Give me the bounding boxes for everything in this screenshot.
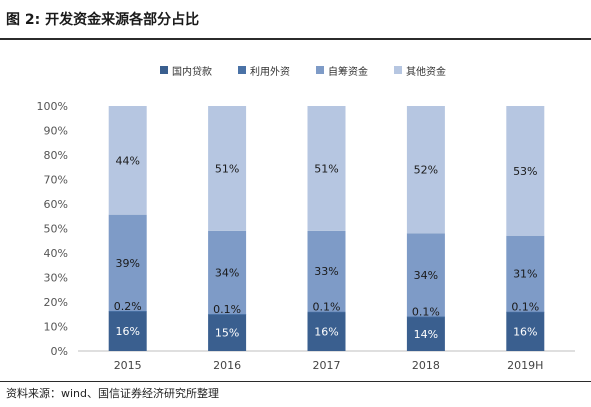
legend-label: 国内贷款 (172, 66, 212, 78)
bar-segment-2 (208, 230, 247, 315)
data-label: 0.2% (114, 300, 142, 313)
chart-legend: 国内贷款 利用外资 自筹资金 其他资金 (0, 60, 591, 80)
x-tick-label: 2015 (114, 359, 142, 372)
bar-segment-0 (108, 311, 147, 351)
legend-item-3: 其他资金 (394, 60, 446, 80)
y-tick-label: 50% (44, 223, 68, 236)
top-rule (0, 38, 591, 40)
legend-swatch (316, 66, 324, 74)
bar-segment-0 (208, 314, 247, 351)
y-tick-label: 10% (44, 321, 68, 334)
data-label: 0.1% (412, 305, 440, 318)
bar-segment-2 (506, 235, 545, 312)
stacked-bar-chart: 0% 10% 20% 30% 40% 50% 60% 70% 80% 90% 100% 16% 0.2%… (37, 100, 575, 372)
bar-segment-2 (406, 233, 445, 317)
data-label: 0.1% (313, 301, 341, 314)
data-label: 34% (414, 269, 438, 282)
data-label: 34% (215, 266, 239, 279)
bar-segment-3 (307, 106, 346, 231)
data-label: 31% (513, 268, 537, 281)
bar-segment-1 (506, 311, 545, 313)
legend-swatch (394, 66, 402, 74)
bar-segment-3 (208, 106, 247, 231)
legend-item-1: 利用外资 (238, 60, 290, 80)
x-tick-label: 2017 (313, 359, 341, 372)
y-tick-label: 60% (44, 198, 68, 211)
legend-item-2: 自筹资金 (316, 60, 368, 80)
legend-swatch (160, 66, 168, 74)
data-label: 16% (314, 325, 338, 338)
bar-segment-0 (307, 311, 346, 351)
bar-segment-2 (108, 214, 147, 311)
figure-title: 图 2: 开发资金来源各部分占比 (6, 12, 200, 28)
figure-source: 资料来源：wind、国信证券经济研究所整理 (6, 387, 220, 400)
y-tick-label: 20% (44, 296, 68, 309)
bar-segment-1 (208, 314, 247, 315)
data-label: 14% (414, 328, 438, 341)
legend-swatch (238, 66, 246, 74)
y-tick-label: 80% (44, 149, 68, 162)
data-label: 53% (513, 165, 537, 178)
data-label: 15% (215, 327, 239, 340)
data-label: 0.1% (511, 301, 539, 314)
data-label: 44% (115, 154, 139, 167)
bottom-rule (0, 381, 591, 382)
x-tick-label: 2019H (507, 359, 543, 372)
y-tick-label: 30% (44, 272, 68, 285)
bar-segment-0 (406, 316, 445, 351)
data-label: 0.1% (213, 303, 241, 316)
figure-header: 图 2: 开发资金来源各部分占比 (0, 0, 591, 38)
legend-label: 利用外资 (250, 66, 290, 78)
legend-label: 其他资金 (406, 66, 446, 78)
bar-segment-2 (307, 230, 346, 312)
bar-segment-1 (307, 311, 346, 313)
bar-segment-3 (406, 106, 445, 234)
data-label: 52% (414, 164, 438, 177)
data-label: 16% (513, 325, 537, 338)
bar-segment-3 (108, 106, 147, 215)
data-label: 33% (314, 265, 338, 278)
legend-label: 自筹资金 (328, 66, 368, 78)
data-label: 39% (115, 257, 139, 270)
bar-segment-1 (108, 310, 147, 312)
bar-segment-0 (506, 311, 545, 351)
bar-segment-1 (406, 316, 445, 318)
data-label: 51% (314, 162, 338, 175)
y-tick-label: 0% (51, 345, 68, 358)
data-label: 16% (115, 325, 139, 338)
y-tick-label: 70% (44, 174, 68, 187)
x-tick-label: 2018 (412, 359, 440, 372)
bar-segment-3 (506, 106, 545, 236)
y-tick-label: 100% (37, 100, 68, 113)
x-tick-label: 2016 (213, 359, 241, 372)
legend-item-0: 国内贷款 (160, 60, 212, 80)
data-label: 51% (215, 162, 239, 175)
y-tick-label: 90% (44, 125, 68, 138)
y-tick-label: 40% (44, 247, 68, 260)
